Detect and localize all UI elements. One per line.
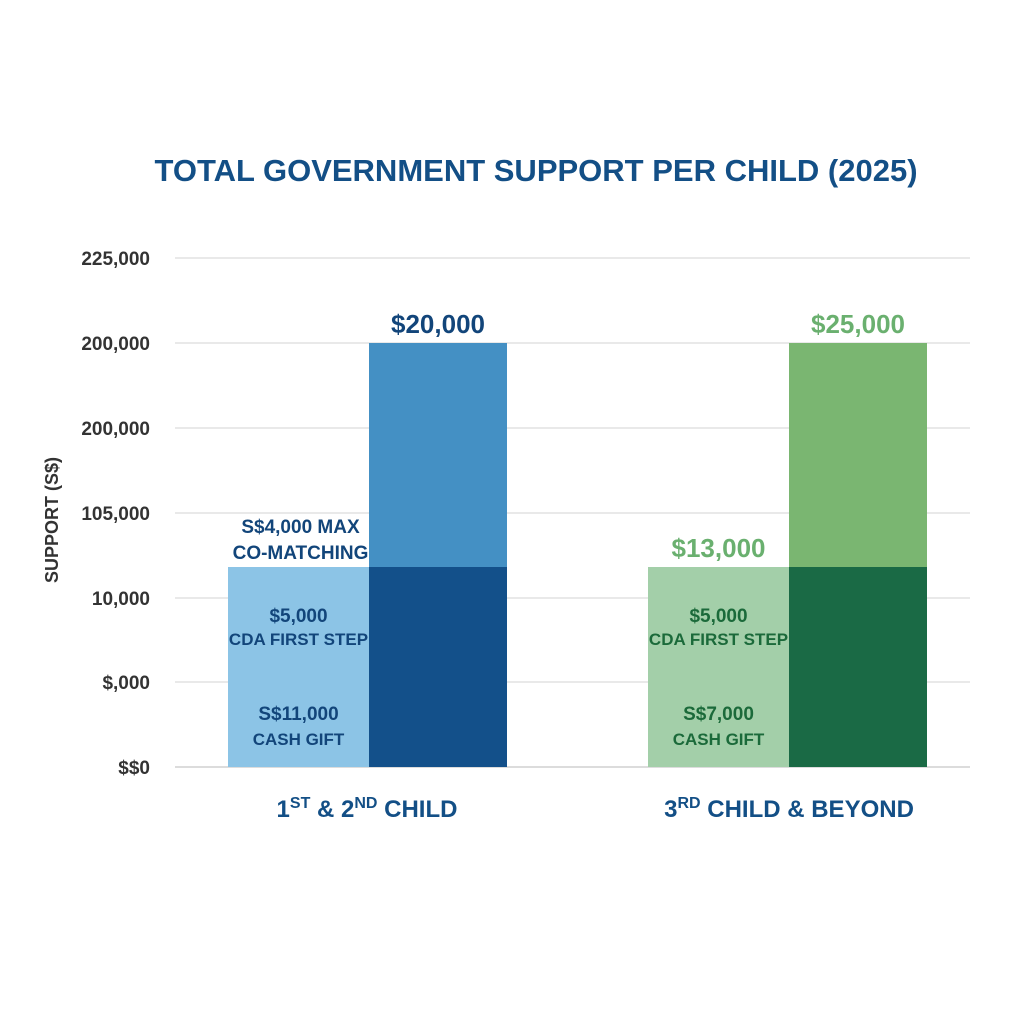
bar-top-value-label: $25,000 bbox=[811, 309, 905, 339]
y-axis-label: SUPPORT (S$) bbox=[42, 457, 62, 583]
bars-layer bbox=[228, 343, 927, 767]
y-tick-label: 105,000 bbox=[81, 504, 150, 525]
bar-right-top bbox=[369, 343, 507, 567]
chart-title: TOTAL GOVERNMENT SUPPORT PER CHILD (2025… bbox=[154, 153, 917, 188]
bar-right-top bbox=[789, 343, 927, 567]
y-tick-label: 10,000 bbox=[92, 589, 150, 610]
y-tick-label: 225,000 bbox=[81, 249, 150, 270]
y-tick-label: 200,000 bbox=[81, 334, 150, 355]
left-top-label: $13,000 bbox=[672, 533, 766, 563]
segment-name-label: CDA FIRST STEP bbox=[649, 630, 788, 649]
segment-value-label: S$11,000 bbox=[258, 704, 338, 725]
y-tick-label: 200,000 bbox=[81, 419, 150, 440]
segment-value-label: S$7,000 bbox=[683, 704, 754, 725]
labels-layer: $$0 $,000 10,000 105,000 200,000 200,000 225,0… bbox=[81, 249, 914, 823]
y-tick-label: $,000 bbox=[102, 673, 150, 694]
bar-right-base bbox=[369, 567, 507, 767]
segment-name-label: CASH GIFT bbox=[673, 730, 765, 749]
bar-top-value-label: $20,000 bbox=[391, 309, 485, 339]
bar-left-stack bbox=[228, 567, 369, 767]
x-category-label: 3RD CHILD & BEYOND bbox=[664, 795, 914, 823]
segment-value-label: $5,000 bbox=[689, 606, 747, 627]
segment-value-label: $5,000 bbox=[269, 606, 327, 627]
left-top-label-line1: S$4,000 MAX bbox=[241, 517, 360, 538]
segment-name-label: CDA FIRST STEP bbox=[229, 630, 368, 649]
x-category-label: 1ST & 2ND CHILD bbox=[277, 795, 458, 823]
y-tick-label: $$0 bbox=[118, 758, 150, 779]
bar-right-base bbox=[789, 567, 927, 767]
bar-left-stack bbox=[648, 567, 789, 767]
left-top-label-line2: CO-MATCHING bbox=[233, 543, 369, 564]
segment-name-label: CASH GIFT bbox=[253, 730, 345, 749]
